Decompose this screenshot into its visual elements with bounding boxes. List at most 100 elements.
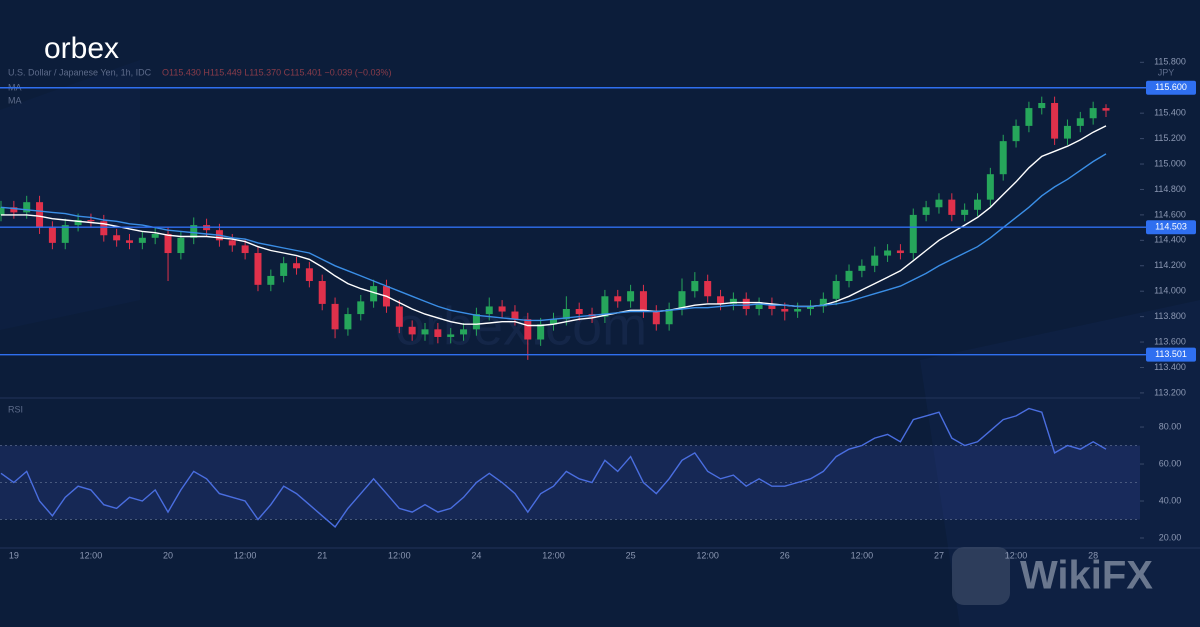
y-tick-label: 114.400 xyxy=(1154,235,1186,245)
indicator-label: MA xyxy=(8,95,22,105)
x-tick-label: 12:00 xyxy=(234,550,257,560)
y-tick-label: 114.200 xyxy=(1154,260,1186,270)
candle-body xyxy=(318,281,326,304)
candle-body xyxy=(755,303,763,309)
y-tick-label: 80.00 xyxy=(1159,421,1182,431)
candle-body xyxy=(974,199,982,210)
line-series xyxy=(0,407,1107,528)
candle-body xyxy=(1102,108,1110,111)
candle-body xyxy=(177,237,185,254)
x-tick-label: 12:00 xyxy=(80,550,103,560)
x-tick-label: 21 xyxy=(317,550,327,560)
candle-body xyxy=(164,233,172,254)
x-tick-label: 12:00 xyxy=(696,550,719,560)
x-tick-label: 27 xyxy=(934,550,944,560)
candle-body xyxy=(858,265,866,271)
candle-body xyxy=(884,250,892,256)
x-tick-label: 12:00 xyxy=(542,550,565,560)
y-tick-label: 114.800 xyxy=(1154,184,1186,194)
candle-body xyxy=(832,281,840,299)
candle-body xyxy=(665,308,673,325)
x-tick-label: 12:00 xyxy=(851,550,874,560)
candle-body xyxy=(280,263,288,276)
candle-body xyxy=(10,207,18,213)
y-tick-label: 20.00 xyxy=(1159,532,1182,542)
y-tick-label: 113.400 xyxy=(1154,362,1186,372)
y-tick-label: 113.800 xyxy=(1154,311,1186,321)
candle-body xyxy=(537,324,545,340)
candle-body xyxy=(819,298,827,307)
candle-body xyxy=(781,308,789,312)
candle-body xyxy=(575,308,583,315)
candle-body xyxy=(370,286,378,302)
candle-body xyxy=(344,314,352,330)
candle-body xyxy=(1051,102,1059,139)
candle-body xyxy=(806,306,814,309)
x-tick-label: 12:00 xyxy=(1005,550,1028,560)
candle-body xyxy=(151,233,159,238)
candle-body xyxy=(639,291,647,312)
level-tag xyxy=(1146,80,1196,95)
candle-body xyxy=(498,306,506,312)
y-tick-label: 114.600 xyxy=(1154,209,1186,219)
candle-body xyxy=(896,250,904,254)
candle-body xyxy=(729,298,737,304)
candle-body xyxy=(228,240,236,246)
candle-body xyxy=(190,225,198,238)
x-tick-label: 25 xyxy=(626,550,636,560)
candle-body xyxy=(986,174,994,200)
y-tick-label: 60.00 xyxy=(1159,458,1182,468)
candle-body xyxy=(948,199,956,215)
candle-body xyxy=(1089,108,1097,119)
candle-body xyxy=(717,296,725,304)
y-tick-label: 115.200 xyxy=(1154,133,1186,143)
candle-body xyxy=(601,296,609,317)
candle-body xyxy=(293,263,301,269)
y-tick-label: 113.600 xyxy=(1154,336,1186,346)
candle-body xyxy=(511,311,519,320)
candle-body xyxy=(614,296,622,302)
candle-body xyxy=(768,303,776,309)
wikifx-badge: WikiFX xyxy=(952,547,1153,605)
instrument: U.S. Dollar / Japanese Yen, 1h, IDC xyxy=(8,67,152,77)
candle-body xyxy=(254,253,262,285)
candle-body xyxy=(524,319,532,340)
candle-body xyxy=(742,298,750,309)
candle-body xyxy=(241,245,249,254)
level-label: 113.501 xyxy=(1155,349,1187,359)
candle-body xyxy=(1025,108,1033,126)
indicator-label: RSI xyxy=(8,404,23,414)
candle-body xyxy=(331,303,339,330)
candle-body xyxy=(1038,102,1046,109)
level-tag xyxy=(1146,347,1196,362)
line-series xyxy=(0,153,1107,322)
bg-shape xyxy=(920,300,1200,627)
badge-icon xyxy=(952,547,1010,605)
candle-body xyxy=(447,334,455,337)
candle-body xyxy=(138,237,146,243)
candle-body xyxy=(845,270,853,282)
level-label: 114.503 xyxy=(1155,222,1187,232)
y-tick-label: 40.00 xyxy=(1159,495,1182,505)
candle-body xyxy=(357,301,365,315)
candle-body xyxy=(23,202,31,213)
candle-body xyxy=(909,214,917,254)
y-tick-label: 115.800 xyxy=(1154,57,1186,67)
candle-body xyxy=(922,207,930,215)
candle-body xyxy=(125,240,133,243)
badge-text: WikiFX xyxy=(1020,554,1153,598)
candle-body xyxy=(48,227,56,243)
watermark: orbex.com xyxy=(395,296,647,356)
currency: JPY xyxy=(1158,67,1175,77)
candle-body xyxy=(485,306,493,315)
bg-shape xyxy=(0,60,140,330)
candle-body xyxy=(935,199,943,208)
candle-body xyxy=(421,329,429,335)
candle-body xyxy=(550,319,557,325)
candle-body xyxy=(267,275,275,285)
candle-body xyxy=(691,281,699,292)
candle-body xyxy=(961,209,969,215)
x-tick-label: 20 xyxy=(163,550,173,560)
candle-body xyxy=(395,306,403,327)
y-tick-label: 115.000 xyxy=(1154,158,1186,168)
